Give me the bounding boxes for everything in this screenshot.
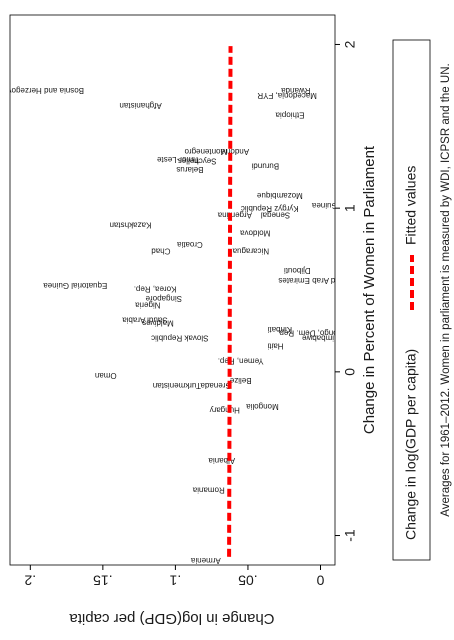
country-label: Andorra: [220, 147, 249, 156]
note: Averages for 1961–2012. Women in parliam…: [440, 63, 452, 516]
country-label: Ethiopia: [275, 111, 304, 120]
country-label: Nicaragua: [232, 247, 269, 256]
country-label: Saudi Arabia: [122, 315, 168, 324]
country-label: Senegal: [261, 211, 291, 220]
y-tick-label: .15: [93, 572, 113, 588]
country-label: Burundi: [251, 161, 279, 170]
country-label: United Arab Emirates: [278, 276, 354, 285]
country-label: Zimbabwe: [301, 333, 338, 342]
rotated-chart: Change in Percent of Women in Parliament…: [0, 14, 452, 627]
country-label: Kyrgyz Republic: [241, 204, 299, 213]
country-label: Romania: [192, 486, 225, 495]
country-label: Maldives: [142, 319, 174, 328]
country-label: Djibouti: [284, 266, 311, 275]
country-label: Slovak Republic: [151, 333, 208, 342]
country-label: Macedonia, FYR: [257, 91, 317, 100]
country-label: Albania: [208, 456, 235, 465]
country-label: Moldova: [240, 229, 271, 238]
country-label: Guinea: [311, 201, 337, 210]
plot-area: Bosnia and Herzegovina Afghanistan Equator…: [0, 46, 354, 565]
country-label: Haiti: [267, 342, 283, 351]
country-label: Chad: [151, 247, 170, 256]
y-tick-label: .05: [238, 572, 258, 588]
country-label: Argentina: [217, 211, 252, 220]
country-label: Montenegro: [184, 147, 227, 156]
country-label: Belarus: [176, 165, 203, 174]
x-tick-label: 2: [342, 40, 358, 48]
country-label: Congo, Dem. Rep.: [277, 328, 343, 337]
fitted-line: [227, 46, 233, 557]
country-label: Hungary: [210, 405, 240, 414]
x-tick-label: 0: [342, 368, 358, 376]
country-label: Turkmenistan: [153, 381, 201, 390]
country-label: Nigeria: [135, 301, 161, 310]
country-label: Timor-Leste: [157, 155, 200, 164]
x-tick-label: 1: [342, 204, 358, 212]
country-label: Grenada: [200, 381, 232, 390]
country-label: Afghanistan: [119, 101, 161, 110]
plot-frame: [9, 14, 336, 566]
y-axis-title: Change in log(GDP) per capita: [69, 610, 275, 627]
country-label: Croatia: [176, 240, 202, 249]
country-label: Kazakhstan: [110, 220, 152, 229]
country-label: Equatorial Guinea: [43, 281, 108, 290]
country-label: Yemen, Rep.: [218, 356, 264, 365]
x-tick-label: -1: [342, 529, 358, 542]
y-tick-label: .2: [24, 572, 36, 588]
legend-label: Fitted values: [403, 166, 419, 245]
country-label: Singapore: [145, 294, 182, 303]
x-axis-title: Change in Percent of Women in Parliament: [361, 145, 378, 434]
country-label: Rwanda: [281, 86, 311, 95]
legend-box: [392, 39, 431, 561]
country-label: Kiribati: [267, 325, 292, 334]
country-label: Belize: [229, 376, 251, 385]
country-label: Armenia: [190, 556, 220, 565]
y-tick-label: .1: [169, 572, 181, 588]
country-label: Mozambique: [256, 191, 302, 200]
country-label: Seychelles: [178, 157, 217, 166]
country-label: Mongolia: [246, 402, 279, 411]
y-tick-label: 0: [316, 572, 324, 588]
legend-label: Change in log(GDP per capita): [403, 349, 419, 540]
country-label: Oman: [95, 371, 117, 380]
country-label: Korea, Rep.: [134, 284, 177, 293]
country-label: Bosnia and Herzegovina: [0, 86, 84, 95]
